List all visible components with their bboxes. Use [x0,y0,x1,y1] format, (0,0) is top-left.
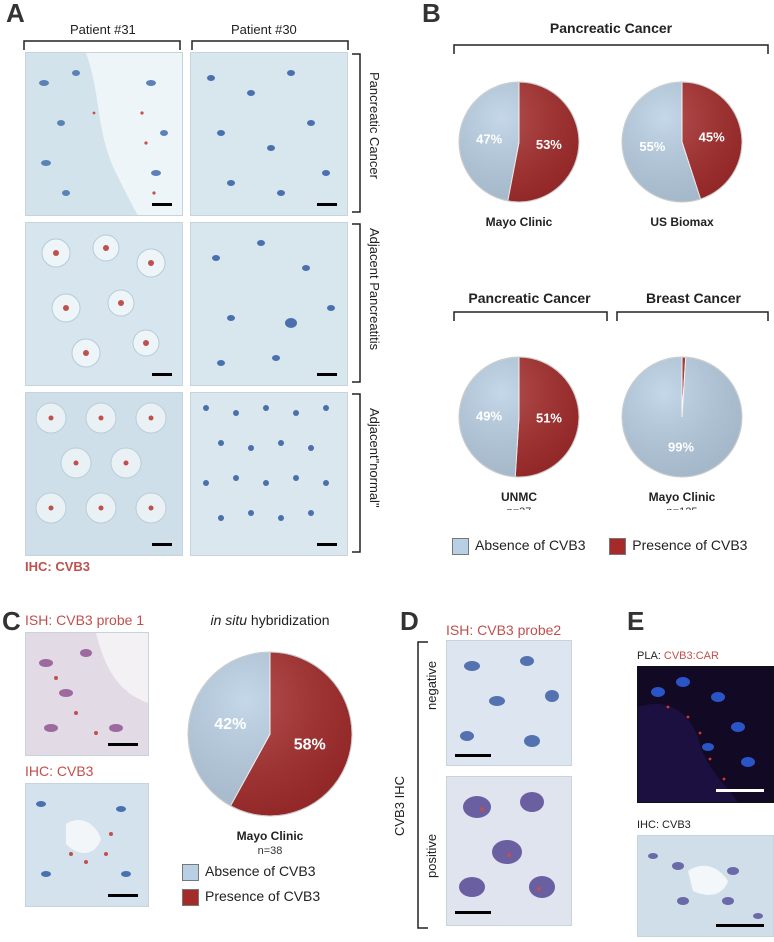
micrograph-c-ihc [25,783,149,907]
micrograph-p30-cancer [190,52,348,216]
ihc-label-e: IHC: CVB3 [637,819,691,831]
ihc-label-c: IHC: CVB3 [25,763,93,779]
fluorescence-image [638,667,773,802]
group-title-top: Pancreatic Cancer [455,20,767,36]
pie-shading [622,357,742,477]
legend-label-absence: Absence of CVB3 [475,537,586,553]
tissue-image [26,784,148,906]
legend-swatch-presence [182,889,199,906]
pla-prefix: PLA: [637,650,664,662]
legend-swatch-absence [452,538,469,555]
ish-probe2-title: ISH: CVB3 probe2 [446,622,561,638]
panel-d-label: D [400,606,419,637]
pie-chart-ish-mayo-38: 58% 42% Mayo Clinic n=38 [180,630,360,855]
legend-label-absence: Absence of CVB3 [205,863,316,879]
column-brackets [20,38,350,52]
ish-title-rest: hybridization [247,612,330,628]
pie-dataset-name: Mayo Clinic [486,215,553,229]
tissue-image [191,223,347,385]
micrograph-e-pla [637,666,774,803]
pie-n-label: n=125 [667,506,698,510]
pie-chart-unmc-37: 51% 49% UNMC n=37 [449,335,589,510]
column-label-patient-31: Patient #31 [70,22,136,37]
pie-svg: 1% 99% Mayo Clinic n=125 [612,335,752,510]
group-brackets-bottom [452,309,770,323]
legend-label-presence: Presence of CVB3 [632,537,747,553]
tissue-image [26,223,182,385]
tissue-image [26,53,182,215]
panel-c-label: C [2,606,21,637]
micrograph-e-ihc [637,835,774,937]
tissue-image [447,641,571,765]
panel-b-label: B [422,0,441,29]
pie-dataset-name: UNMC [501,490,537,504]
tissue-image [191,53,347,215]
legend-swatch-presence [609,538,626,555]
column-label-patient-30: Patient #30 [231,22,297,37]
pie-n-label: n=38 [258,845,283,855]
pie-svg: 51% 49% UNMC n=37 [449,335,589,510]
tissue-image [26,633,148,755]
ish-label-c: ISH: CVB3 probe 1 [25,612,144,628]
tissue-image [638,836,773,936]
tissue-image [26,393,182,555]
pie-svg: 58% 42% Mayo Clinic n=38 [180,630,360,855]
pie-svg: 45%55%US Biomaxn=60 [612,60,752,230]
pie-data-label: 47% [476,132,502,147]
micrograph-c-ish [25,632,149,756]
ish-title: in situ hybridization [185,612,355,628]
group-bracket-top [452,42,770,56]
cvb3-ihc-label: CVB3 IHC [392,776,407,836]
row-label-cancer: Pancreatic Cancer [367,72,382,179]
row-label-negative: negative [424,661,439,710]
pie-chart-usbiomax-60: 45%55%US Biomaxn=60 [612,60,752,230]
pie-data-label: 42% [214,716,246,733]
legend-c-presence: Presence of CVB3 [182,888,320,906]
pie-data-label: 58% [294,737,326,754]
row-label-pancreatitis: Adjacent Pancreatitis [367,228,382,350]
pie-data-label: 55% [639,139,665,154]
legend-c-absence: Absence of CVB3 [182,863,316,881]
micrograph-p30-pancreatitis [190,222,348,386]
panel-a-label: A [6,0,25,29]
legend-b: Absence of CVB3 Presence of CVB3 [452,537,747,555]
row-label-normal: Adjacent"normal" [367,408,382,508]
tissue-image [191,393,347,555]
micrograph-d-negative [446,640,572,766]
micrograph-p31-cancer [25,52,183,216]
tissue-image [447,777,571,925]
micrograph-p30-normal [190,392,348,556]
micrograph-d-positive [446,776,572,926]
pie-chart-breast-mayo-125: 1% 99% Mayo Clinic n=125 [612,335,752,510]
legend-label-presence: Presence of CVB3 [205,888,320,904]
micrograph-p31-pancreatitis [25,222,183,386]
ish-title-italic: in situ [210,612,247,628]
pie-dataset-name: US Biomax [650,215,714,229]
pla-target: CVB3:CAR [664,650,719,662]
pie-dataset-name: Mayo Clinic [649,490,716,504]
pie-data-label: 99% [668,439,694,454]
row-brackets [350,52,364,554]
pie-data-label: 51% [536,410,562,425]
pie-n-label: n=37 [507,506,532,510]
stain-label-a: IHC: CVB3 [25,559,90,574]
row-label-positive: positive [424,834,439,878]
panel-e-label: E [627,606,644,637]
group-title-bottom-right: Breast Cancer [616,290,771,306]
group-title-bottom-left: Pancreatic Cancer [452,290,607,306]
pie-shading [188,652,352,816]
pie-dataset-name: Mayo Clinic [237,829,304,843]
legend-swatch-absence [182,864,199,881]
pla-label: PLA: CVB3:CAR [637,650,719,662]
pie-data-label: 53% [536,137,562,152]
pie-data-label: 45% [699,130,725,145]
pie-data-label: 1% [679,335,698,348]
pie-data-label: 49% [476,408,502,423]
micrograph-p31-normal [25,392,183,556]
